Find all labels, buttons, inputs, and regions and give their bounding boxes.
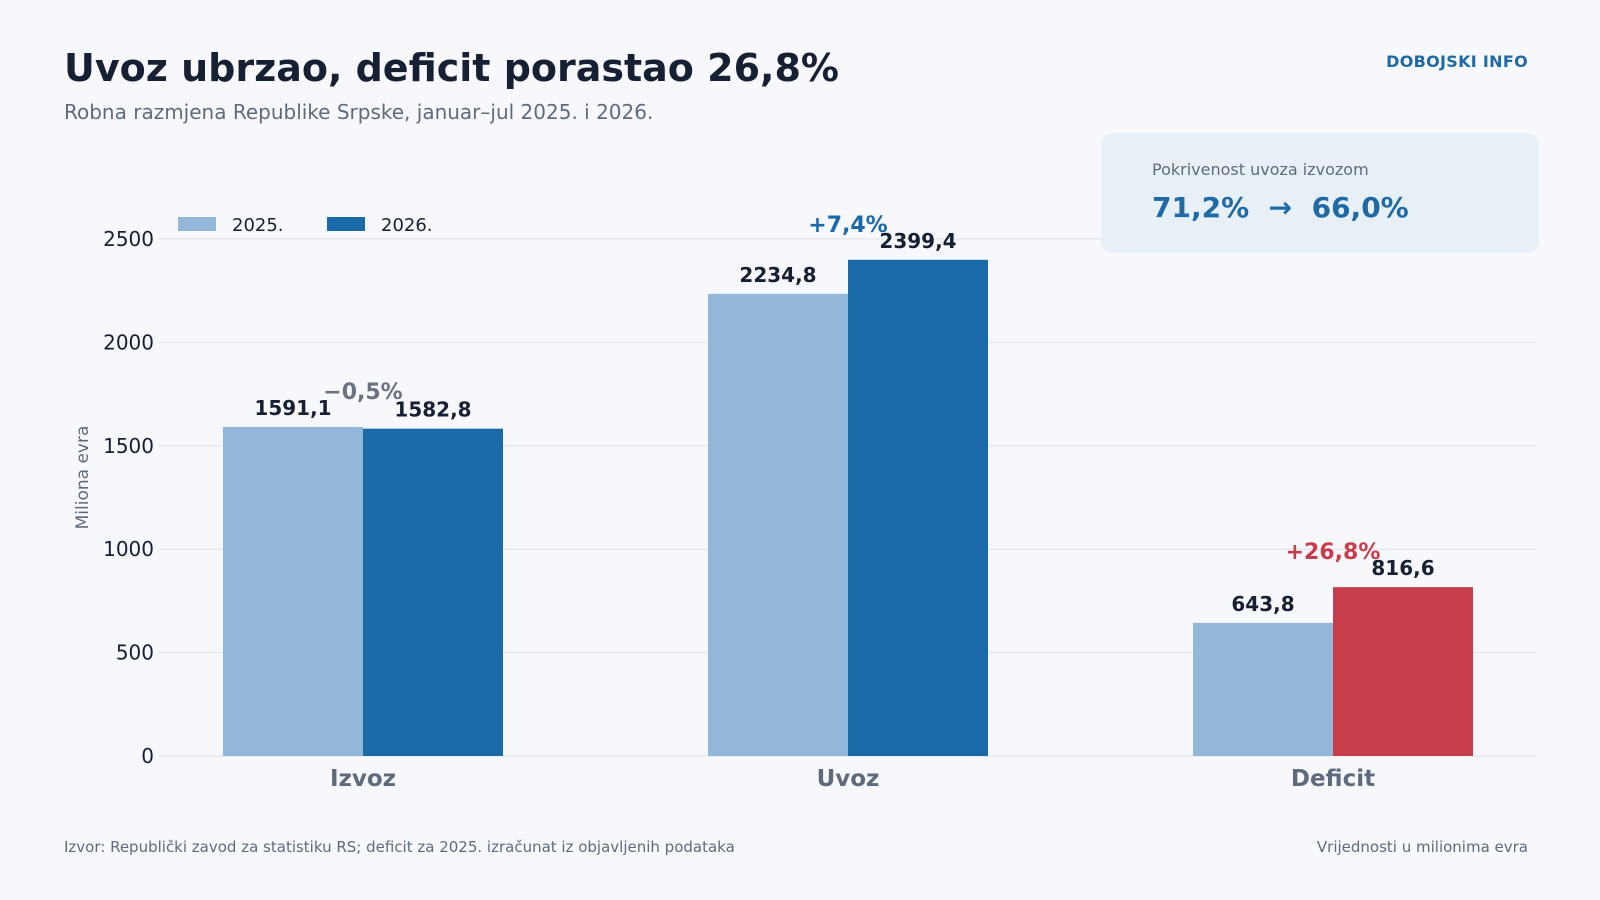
bar-value-label: 816,6	[1371, 556, 1434, 580]
change-label: +26,8%	[1286, 540, 1381, 565]
x-category-label: Uvoz	[817, 766, 880, 792]
change-label: +7,4%	[808, 213, 887, 238]
change-label: −0,5%	[323, 380, 402, 405]
legend-swatch	[327, 217, 365, 231]
brand-logo-text: DOBOJSKI INFO	[1386, 52, 1528, 71]
legend-label: 2026.	[381, 215, 433, 236]
chart-subtitle: Robna razmjena Republike Srpske, januar–…	[64, 100, 654, 124]
bar-izvoz-2026	[363, 428, 503, 756]
y-axis-label: Miliona evra	[73, 426, 93, 530]
units-note: Vrijednosti u milionima evra	[1316, 838, 1528, 856]
bar-value-label: 1591,1	[254, 396, 331, 420]
x-category-label: Izvoz	[330, 766, 396, 792]
coverage-callout: Pokrivenost uvoza izvozom 71,2% → 66,0%	[1101, 133, 1539, 253]
legend-label: 2025.	[232, 215, 284, 236]
bar-value-label: 2234,8	[739, 263, 816, 287]
coverage-label: Pokrivenost uvoza izvozom	[1152, 160, 1369, 179]
y-tick-label: 0	[141, 744, 154, 768]
source-note: Izvor: Republički zavod za statistiku RS…	[64, 838, 735, 856]
bar-deficit-2026	[1333, 587, 1473, 756]
bar-uvoz-2025	[708, 293, 848, 756]
legend-swatch	[178, 217, 216, 231]
y-tick-label: 2500	[103, 227, 154, 251]
y-tick-label: 1000	[103, 537, 154, 561]
bar-uvoz-2026	[848, 259, 988, 756]
bar-izvoz-2025	[223, 426, 363, 756]
bar-value-label: 2399,4	[879, 229, 956, 253]
bar-value-label: 643,8	[1231, 592, 1294, 616]
y-tick-label: 500	[116, 641, 154, 665]
chart-title: Uvoz ubrzao, deficit porastao 26,8%	[64, 46, 839, 90]
coverage-value: 71,2% → 66,0%	[1152, 191, 1409, 224]
y-tick-label: 2000	[103, 330, 154, 354]
x-category-label: Deficit	[1291, 766, 1375, 792]
bar-value-label: 1582,8	[394, 398, 471, 422]
y-tick-label: 1500	[103, 434, 154, 458]
bar-deficit-2025	[1193, 622, 1333, 756]
